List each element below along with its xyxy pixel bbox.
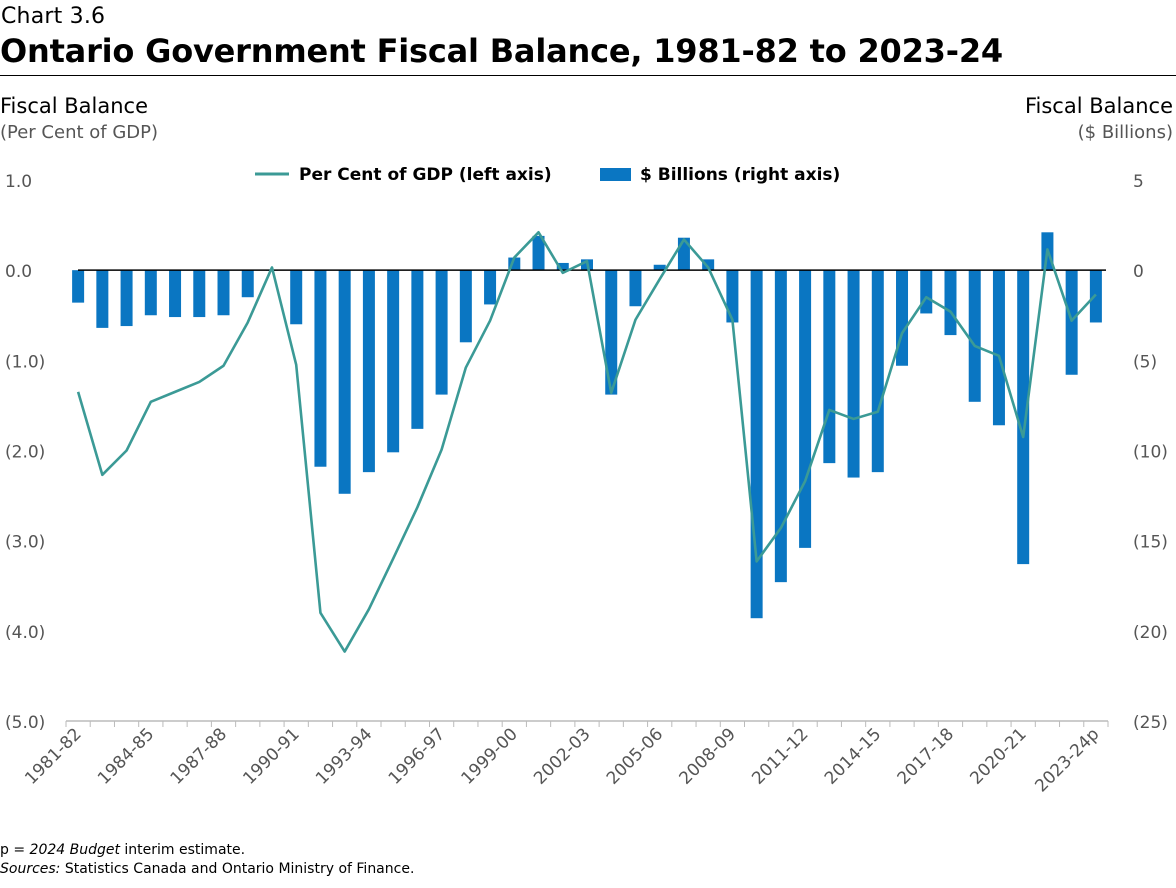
x-axis-tick-label: 1993-94 bbox=[312, 724, 376, 788]
bar-2010-11 bbox=[774, 270, 787, 583]
bar-1982-83 bbox=[96, 270, 109, 328]
right-axis-tick-label: (5) bbox=[1133, 352, 1157, 372]
bar-1992-93 bbox=[338, 270, 351, 494]
right-axis-tick-label: (15) bbox=[1133, 533, 1168, 553]
left-axis-tick-label: (3.0) bbox=[5, 533, 45, 553]
chart-number: Chart 3.6 bbox=[1, 4, 106, 29]
fiscal-balance-chart: Per Cent of GDP (left axis) $ Billions (… bbox=[5, 165, 1168, 796]
bar-1987-88 bbox=[217, 270, 230, 316]
x-axis-tick-label: 2020-21 bbox=[966, 724, 1030, 788]
left-axis-tick-label: (1.0) bbox=[5, 352, 45, 372]
x-axis-tick-label: 2017-18 bbox=[894, 724, 958, 788]
bar-2008-09 bbox=[726, 270, 739, 323]
x-axis-tick-label: 1981-82 bbox=[21, 724, 85, 788]
x-axis-tick-label: 2008-09 bbox=[676, 724, 740, 788]
legend-bar-label: $ Billions (right axis) bbox=[640, 165, 840, 185]
right-axis-tick-label: (25) bbox=[1133, 713, 1168, 733]
legend-bar-swatch bbox=[600, 168, 631, 181]
x-axis-tick-label: 2023-24p bbox=[1031, 724, 1103, 796]
bar-2007-08 bbox=[702, 259, 715, 271]
left-axis-heading: Fiscal Balance bbox=[0, 94, 149, 118]
title-divider bbox=[0, 75, 1176, 76]
bar-2005-06 bbox=[653, 264, 666, 271]
right-axis-heading: Fiscal Balance bbox=[1024, 94, 1173, 118]
bar-1990-91 bbox=[290, 270, 303, 325]
chart-legend: Per Cent of GDP (left axis) $ Billions (… bbox=[255, 165, 840, 185]
bar-1988-89 bbox=[241, 270, 254, 298]
bar-2020-21 bbox=[1017, 270, 1030, 565]
bar-2022-23 bbox=[1065, 270, 1078, 375]
bar-2015-16 bbox=[896, 270, 909, 366]
bar-1984-85 bbox=[144, 270, 157, 316]
footnote-estimate: p = 2024 Budget interim estimate. bbox=[0, 842, 245, 858]
footnote-estimate-prefix: p = bbox=[0, 842, 30, 858]
left-axis-subheading: (Per Cent of GDP) bbox=[0, 122, 159, 143]
bar-series bbox=[72, 232, 1102, 619]
bar-2014-15 bbox=[871, 270, 884, 473]
bar-2000-01 bbox=[532, 235, 545, 271]
left-axis-tick-label: (2.0) bbox=[5, 443, 45, 463]
x-axis-tick-label: 2005-06 bbox=[603, 724, 667, 788]
right-axis-tick-label: 5 bbox=[1133, 172, 1144, 192]
x-axis-tick-label: 1999-00 bbox=[457, 724, 521, 788]
x-axis-tick-label: 1987-88 bbox=[167, 724, 231, 788]
bar-2012-13 bbox=[823, 270, 836, 464]
bar-2019-20 bbox=[992, 270, 1005, 426]
bar-1995-96 bbox=[411, 270, 424, 429]
right-axis-subheading: ($ Billions) bbox=[1077, 122, 1173, 143]
footnote-estimate-suffix: interim estimate. bbox=[119, 842, 246, 858]
x-axis-tick-label: 2011-12 bbox=[748, 724, 812, 788]
bar-1993-94 bbox=[362, 270, 375, 473]
x-axis-tick-label: 2014-15 bbox=[821, 724, 885, 788]
bar-1986-87 bbox=[193, 270, 206, 318]
bar-1994-95 bbox=[387, 270, 400, 453]
legend-line-label: Per Cent of GDP (left axis) bbox=[299, 165, 552, 185]
bar-2011-12 bbox=[799, 270, 812, 548]
chart-title: Ontario Government Fiscal Balance, 1981-… bbox=[0, 32, 1003, 70]
footnote-sources-label: Sources: bbox=[0, 861, 61, 877]
bar-1991-92 bbox=[314, 270, 327, 467]
bar-1985-86 bbox=[169, 270, 182, 318]
right-axis-tick-label: (10) bbox=[1133, 443, 1168, 463]
footnote-estimate-italic: 2024 Budget bbox=[29, 842, 120, 858]
right-axis-tick-label: 0 bbox=[1133, 262, 1144, 282]
left-axis-tick-label: 1.0 bbox=[5, 172, 32, 192]
bar-1981-82 bbox=[72, 270, 85, 303]
x-axis-tick-label: 2002-03 bbox=[530, 724, 594, 788]
bar-2001-02 bbox=[556, 262, 569, 271]
footnote-sources: Sources: Statistics Canada and Ontario M… bbox=[0, 861, 414, 877]
left-axis-tick-label: 0.0 bbox=[5, 262, 32, 282]
bar-2018-19 bbox=[968, 270, 981, 402]
gdp-percent-line bbox=[76, 231, 1097, 653]
x-axis-tick-label: 1984-85 bbox=[94, 724, 158, 788]
bar-2003-04 bbox=[605, 270, 618, 395]
bar-1983-84 bbox=[120, 270, 133, 327]
left-axis-tick-label: (4.0) bbox=[5, 623, 45, 643]
bar-1996-97 bbox=[435, 270, 448, 395]
bar-2004-05 bbox=[629, 270, 642, 307]
bar-2013-14 bbox=[847, 270, 860, 478]
bar-2016-17 bbox=[920, 270, 933, 314]
footnote-sources-text: Statistics Canada and Ontario Ministry o… bbox=[60, 861, 415, 877]
bar-1997-98 bbox=[459, 270, 472, 343]
x-axis-tick-label: 1990-91 bbox=[239, 724, 303, 788]
left-axis-tick-label: (5.0) bbox=[5, 713, 45, 733]
line-series bbox=[76, 231, 1097, 653]
x-axis-tick-label: 1996-97 bbox=[385, 724, 449, 788]
bar-2017-18 bbox=[944, 270, 957, 336]
right-axis-tick-label: (20) bbox=[1133, 623, 1168, 643]
bar-2009-10 bbox=[750, 270, 763, 619]
bar-1998-99 bbox=[484, 270, 497, 305]
